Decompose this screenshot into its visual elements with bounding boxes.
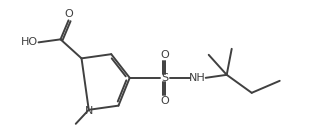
Text: NH: NH (189, 73, 206, 83)
Text: N: N (84, 106, 93, 116)
Text: O: O (160, 96, 169, 106)
Text: HO: HO (21, 37, 38, 47)
Text: S: S (161, 73, 168, 83)
Text: O: O (160, 50, 169, 60)
Text: O: O (64, 9, 73, 19)
